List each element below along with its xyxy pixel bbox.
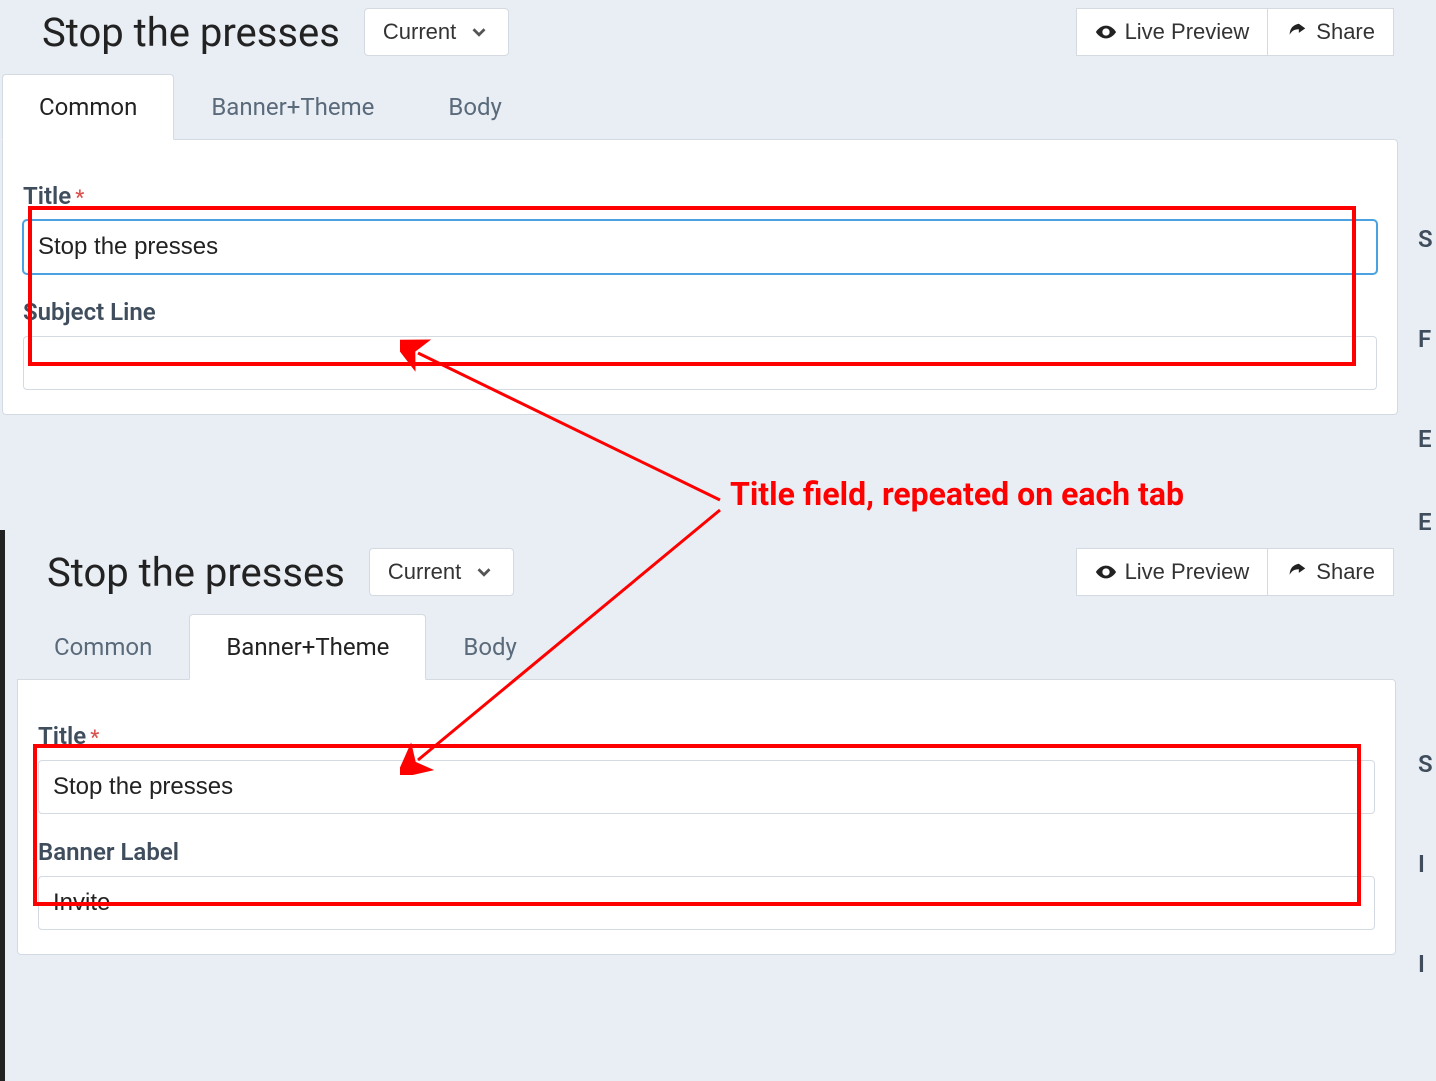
editor-panel-banner: Stop the presses Current Live Preview Sh… [0, 530, 1436, 1081]
share-label: Share [1316, 19, 1375, 45]
required-icon: * [90, 725, 99, 749]
version-dropdown[interactable]: Current [369, 548, 514, 596]
sidebar-peek: S [1418, 750, 1436, 778]
title-label: Title* [23, 182, 1377, 210]
eye-icon [1095, 561, 1117, 583]
live-preview-label: Live Preview [1125, 19, 1250, 45]
chevron-down-icon [468, 21, 490, 43]
tab-common[interactable]: Common [2, 74, 174, 140]
sidebar-peek: I [1418, 850, 1436, 878]
editor-panel-common: Stop the presses Current Live Preview Sh… [0, 0, 1436, 530]
annotation-text: Title field, repeated on each tab [730, 475, 1184, 513]
page-title: Stop the presses [47, 549, 345, 596]
header-actions: Live Preview Share [1076, 548, 1394, 596]
version-label: Current [388, 559, 461, 585]
page-title: Stop the presses [42, 9, 340, 56]
share-icon [1286, 21, 1308, 43]
title-label: Title* [38, 722, 1375, 750]
field-subject-line: Subject Line [3, 298, 1397, 414]
title-input[interactable] [23, 220, 1377, 274]
title-label-text: Title [23, 182, 71, 210]
live-preview-button[interactable]: Live Preview [1076, 548, 1268, 596]
tabs: Common Banner+Theme Body [5, 614, 1436, 679]
header: Stop the presses Current Live Preview Sh… [5, 530, 1436, 614]
banner-label: Banner Label [38, 838, 1375, 866]
field-banner-label: Banner Label [18, 838, 1395, 954]
tab-body[interactable]: Body [426, 614, 554, 679]
sidebar-peek: I [1418, 950, 1436, 978]
tab-body[interactable]: Body [411, 74, 539, 139]
tabs: Common Banner+Theme Body [0, 74, 1436, 139]
share-label: Share [1316, 559, 1375, 585]
share-button[interactable]: Share [1267, 8, 1394, 56]
sidebar-peek: S [1418, 225, 1436, 253]
title-input[interactable] [38, 760, 1375, 814]
header-actions: Live Preview Share [1076, 8, 1394, 56]
tab-banner-theme[interactable]: Banner+Theme [174, 74, 411, 139]
field-title: Title* [3, 168, 1397, 298]
form-common: Title* Subject Line [2, 139, 1398, 415]
tab-common[interactable]: Common [17, 614, 189, 679]
version-dropdown[interactable]: Current [364, 8, 509, 56]
share-button[interactable]: Share [1267, 548, 1394, 596]
sidebar-peek: E [1418, 425, 1436, 453]
subject-label: Subject Line [23, 298, 1377, 326]
subject-input[interactable] [23, 336, 1377, 390]
sidebar-peek: F [1418, 325, 1436, 353]
live-preview-button[interactable]: Live Preview [1076, 8, 1268, 56]
form-banner: Title* Banner Label [17, 679, 1396, 955]
field-title: Title* [18, 708, 1395, 838]
required-icon: * [75, 185, 84, 209]
tab-banner-theme[interactable]: Banner+Theme [189, 614, 426, 680]
title-label-text: Title [38, 722, 86, 750]
eye-icon [1095, 21, 1117, 43]
live-preview-label: Live Preview [1125, 559, 1250, 585]
banner-label-input[interactable] [38, 876, 1375, 930]
header: Stop the presses Current Live Preview Sh… [0, 0, 1436, 74]
version-label: Current [383, 19, 456, 45]
chevron-down-icon [473, 561, 495, 583]
share-icon [1286, 561, 1308, 583]
